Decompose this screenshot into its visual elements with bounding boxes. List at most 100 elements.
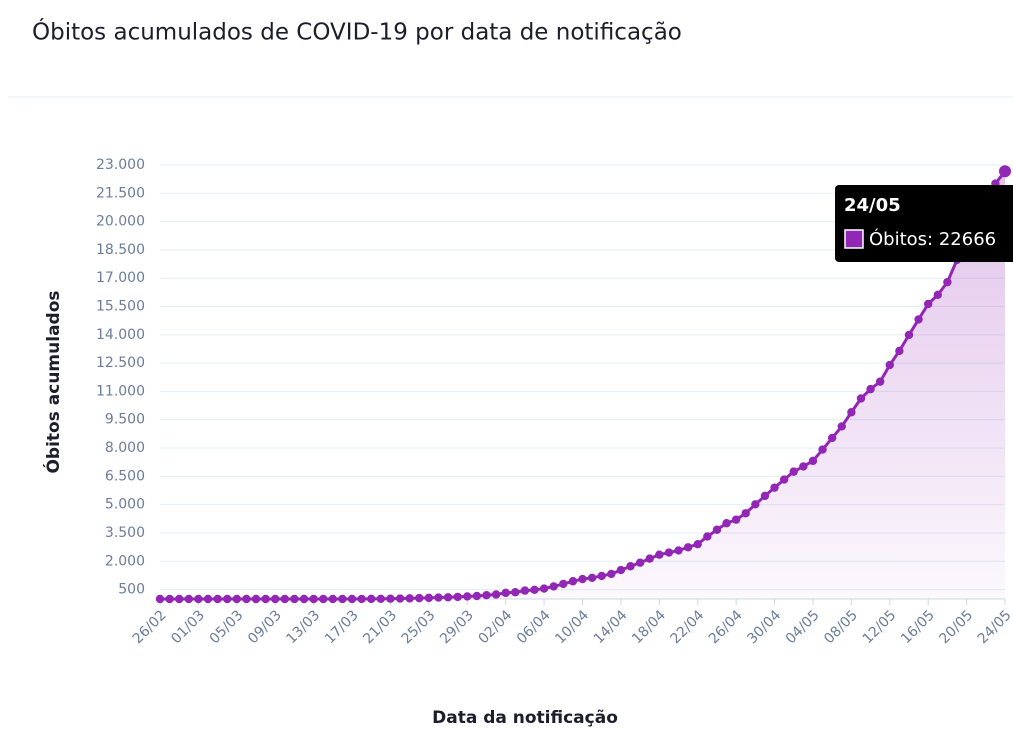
x-tick-label: 25/03 <box>399 607 439 647</box>
y-tick-label: 14.000 <box>96 327 145 343</box>
x-tick-label: 09/03 <box>245 607 285 647</box>
y-axis-title: Óbitos acumulados <box>42 290 64 473</box>
point <box>779 475 789 484</box>
point <box>530 585 539 595</box>
point <box>587 573 597 582</box>
point <box>328 594 338 604</box>
point <box>856 394 866 403</box>
x-tick-label: 29/03 <box>437 607 477 647</box>
x-tick-label: 12/05 <box>860 607 900 647</box>
point <box>827 433 837 443</box>
point <box>597 571 606 581</box>
point <box>568 577 578 586</box>
point <box>837 422 846 431</box>
point <box>242 594 251 604</box>
point <box>184 594 194 604</box>
point <box>309 594 318 604</box>
point <box>655 550 664 559</box>
point <box>299 594 309 604</box>
point <box>875 377 885 386</box>
point <box>683 543 693 552</box>
x-tick-label: 01/03 <box>168 607 208 647</box>
y-tick-label: 23.000 <box>96 157 145 173</box>
point <box>443 593 453 602</box>
y-tick-label: 11.000 <box>96 383 145 399</box>
y-tick-label: 500 <box>118 582 145 598</box>
point <box>789 467 798 476</box>
x-tick-label: 02/04 <box>475 607 515 647</box>
x-tick-label: 08/05 <box>821 607 861 647</box>
point <box>703 532 712 541</box>
point <box>626 562 635 571</box>
point <box>760 491 770 501</box>
point <box>520 586 530 595</box>
x-tick-label: 04/05 <box>783 607 823 647</box>
point <box>319 594 328 604</box>
x-tick-label: 26/04 <box>706 607 746 647</box>
x-tick-label: 16/05 <box>898 607 938 647</box>
point <box>271 594 280 604</box>
x-tick-label: 13/03 <box>283 607 323 647</box>
x-axis-title: Data da notificação <box>432 708 618 728</box>
tooltip: 24/05 Óbitos: 22666 <box>835 185 1013 262</box>
point <box>290 594 299 604</box>
x-tick-label: 26/02 <box>130 607 170 647</box>
point <box>376 594 386 603</box>
point <box>559 579 568 589</box>
y-tick-label: 2.000 <box>105 553 145 569</box>
x-tick-label: 30/04 <box>744 607 784 647</box>
point <box>722 519 731 528</box>
y-tick-label: 8.000 <box>105 440 145 456</box>
x-tick-label: 22/04 <box>668 607 708 647</box>
point <box>395 594 405 603</box>
x-tick-label: 21/03 <box>360 607 400 647</box>
area <box>160 171 1005 599</box>
x-tick-label: 17/03 <box>322 607 362 647</box>
point <box>491 590 501 599</box>
tooltip-label: Óbitos: 22666 <box>869 228 996 250</box>
point <box>223 594 232 604</box>
y-tick-label: 20.000 <box>96 214 145 230</box>
point <box>175 594 184 604</box>
y-tick-label: 9.500 <box>105 412 145 428</box>
point <box>424 593 434 603</box>
x-tick-label: 18/04 <box>629 607 669 647</box>
x-tick-label: 24/05 <box>975 607 1013 647</box>
y-tick-label: 21.500 <box>96 185 145 201</box>
x-tick-label: 06/04 <box>514 607 554 647</box>
x-tick-label: 10/04 <box>552 607 592 647</box>
y-tick-label: 15.500 <box>96 299 145 315</box>
point <box>434 593 443 602</box>
point <box>693 539 702 549</box>
x-tick-label: 14/04 <box>591 607 631 647</box>
point <box>895 346 904 356</box>
point <box>866 384 875 394</box>
point <box>799 462 808 471</box>
point <box>165 594 174 604</box>
point <box>914 315 923 324</box>
point <box>203 594 213 604</box>
point <box>741 509 750 518</box>
point <box>923 299 933 309</box>
point <box>635 558 645 567</box>
point <box>463 592 472 601</box>
x-tick-label: 05/03 <box>207 607 247 647</box>
point <box>933 290 942 300</box>
point <box>616 565 626 575</box>
point <box>943 277 952 287</box>
chart-title: Óbitos acumulados de COVID-19 por data d… <box>32 18 682 46</box>
point <box>386 594 395 603</box>
point <box>280 594 290 604</box>
point <box>751 500 760 509</box>
point <box>645 554 654 563</box>
tooltip-swatch <box>844 229 864 249</box>
point <box>664 548 674 557</box>
point <box>472 591 482 601</box>
point <box>415 593 424 603</box>
y-tick-label: 6.500 <box>105 468 145 484</box>
tooltip-series: Óbitos <box>869 228 927 250</box>
point <box>731 515 741 524</box>
point <box>482 591 491 600</box>
point <box>338 594 347 604</box>
